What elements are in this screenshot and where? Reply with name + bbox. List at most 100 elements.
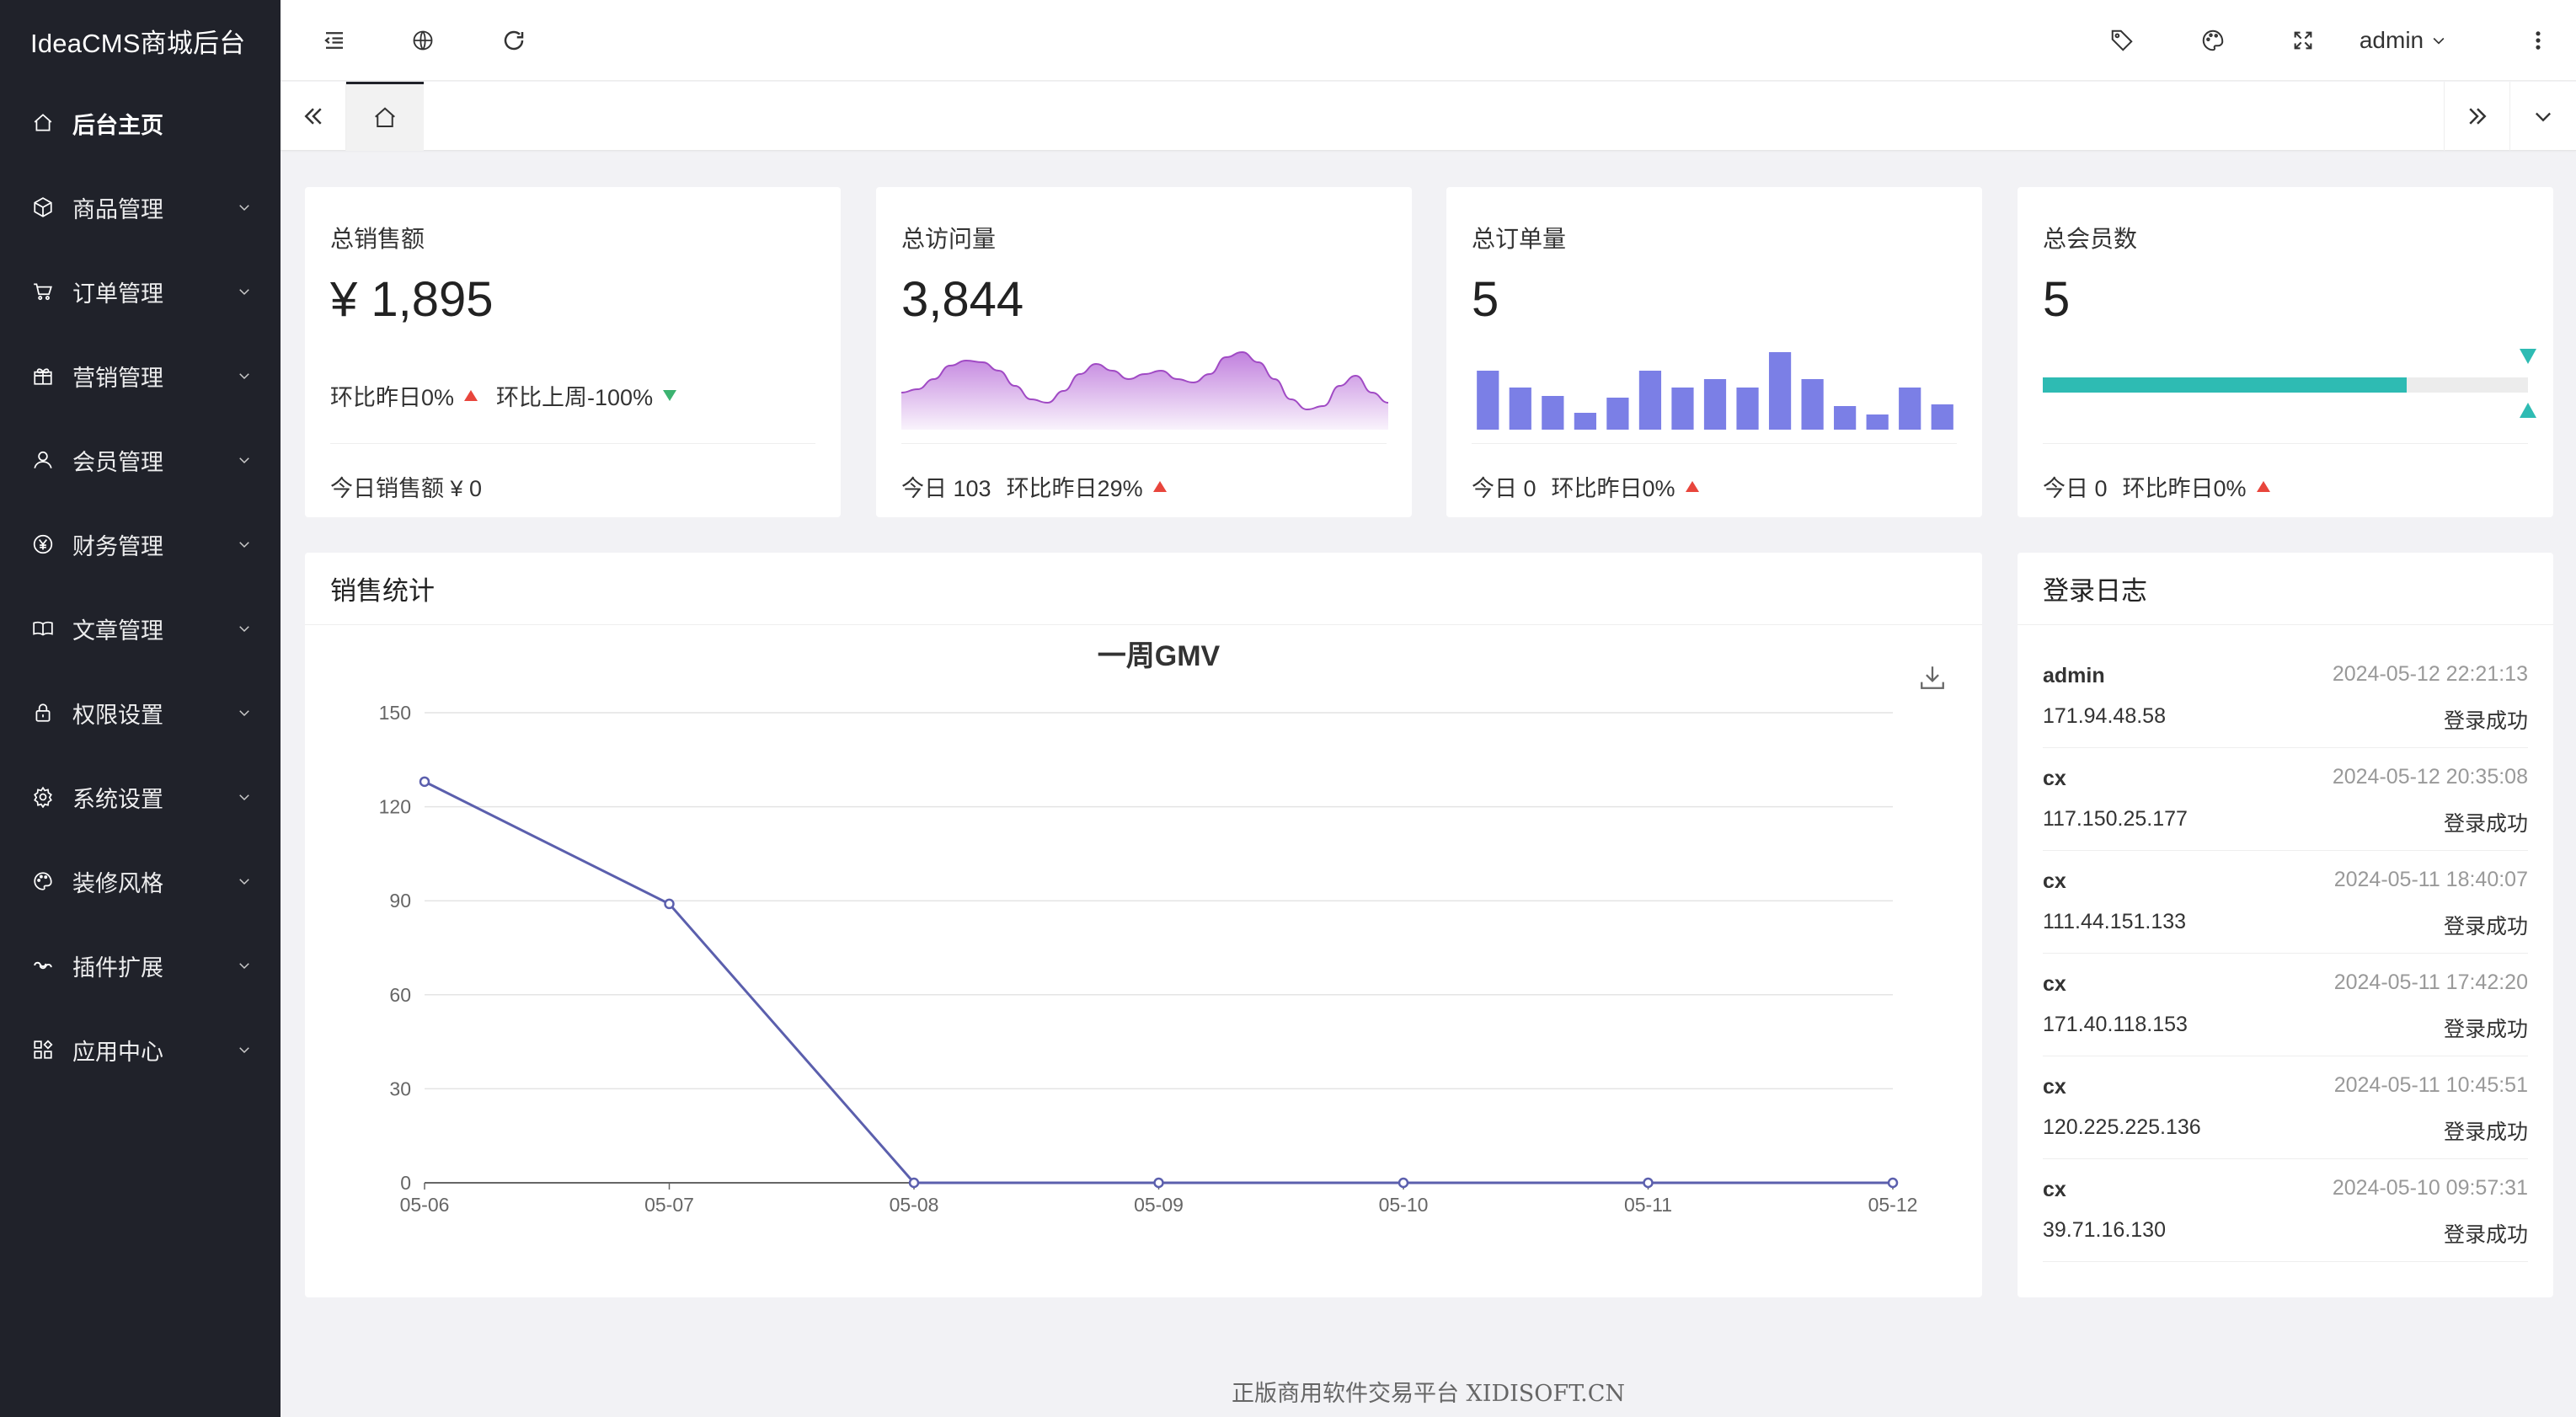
sidebar-item-label: 文章管理 [72, 618, 163, 644]
chevron-down-icon [239, 963, 249, 970]
sidebar-item-label: 会员管理 [72, 449, 163, 475]
sidebar: IdeaCMS商城后台 后台主页 商品管理 订单管理 营销管理 会员管理 财务管… [0, 0, 281, 1417]
sidebar-item-home[interactable]: 后台主页 [0, 81, 281, 165]
x-tick-label: 05-07 [644, 1194, 694, 1216]
sidebar-item-marketing[interactable]: 营销管理 [0, 334, 281, 418]
total-members-card: 总会员数 5 今日 0 环比昨日0% [2018, 187, 2553, 517]
refresh-icon [504, 30, 524, 51]
orders-bar [1638, 371, 1662, 430]
log-ip: 39.71.16.130 [2043, 1218, 2166, 1242]
sidebar-item-label: 插件扩展 [72, 954, 163, 981]
orders-bar [1574, 413, 1596, 430]
orders-bar [1606, 398, 1629, 430]
log-time: 2024-05-12 20:35:08 [2332, 765, 2528, 789]
sidebar-item-theme[interactable]: 装修风格 [0, 839, 281, 923]
sidebar-item-finance[interactable]: 财务管理 [0, 502, 281, 586]
log-status: 登录成功 [2443, 915, 2528, 938]
y-tick-label: 90 [389, 890, 411, 912]
log-entry: cx 2024-05-10 09:57:31 39.71.16.130 登录成功 [2043, 1159, 2528, 1262]
sidebar-item-label: 装修风格 [72, 870, 163, 896]
cart-icon [30, 279, 56, 304]
link-icon [30, 953, 56, 978]
log-status: 登录成功 [2443, 812, 2528, 836]
log-entry: cx 2024-05-11 18:40:07 111.44.151.133 登录成功 [2043, 851, 2528, 954]
tag-icon [2111, 29, 2133, 51]
tab-home[interactable] [346, 82, 424, 151]
chevron-down-icon [239, 373, 249, 380]
chevron-down-icon [2433, 37, 2445, 45]
website-button[interactable] [399, 0, 446, 81]
card-value: ¥ 1,895 [330, 272, 494, 327]
palette-icon [30, 869, 56, 894]
card-footer: 今日 0 环比昨日0% [1472, 470, 1706, 503]
home-icon [375, 106, 395, 127]
sparkline-area [901, 352, 1388, 430]
log-entry: cx 2024-05-12 20:35:08 117.150.25.177 登录成功 [2043, 748, 2528, 851]
orders-bar [1736, 388, 1759, 430]
sidebar-item-label: 商品管理 [72, 196, 163, 222]
sidebar-item-orders[interactable]: 订单管理 [0, 249, 281, 334]
tabs-scroll-right-button[interactable] [2444, 82, 2509, 151]
app-title[interactable]: IdeaCMS商城后台 [30, 28, 246, 58]
card-footer: 今日 103 环比昨日29% [901, 470, 1173, 503]
lock-icon [30, 700, 56, 725]
today-members: 今日 0 [2043, 476, 2108, 501]
sidebar-item-apps[interactable]: 应用中心 [0, 1008, 281, 1092]
log-status: 登录成功 [2443, 1018, 2528, 1041]
gift-icon [30, 363, 56, 388]
sparkline-line [901, 350, 1388, 411]
sidebar-item-permissions[interactable]: 权限设置 [0, 671, 281, 755]
book-icon [30, 616, 56, 641]
log-username: cx [2043, 767, 2066, 790]
log-username: cx [2043, 1178, 2066, 1201]
sidebar-item-plugins[interactable]: 插件扩展 [0, 923, 281, 1008]
card-title: 总销售额 [330, 226, 425, 252]
log-username: cx [2043, 1075, 2066, 1099]
sidebar-item-label: 营销管理 [72, 365, 163, 391]
series-line [424, 780, 1893, 1184]
sales-stats-panel: 销售统计 一周GMV 0 30 60 90 120 150 05-06 05-07 05-08 05… [305, 553, 1982, 1297]
chevron-down-icon [239, 457, 249, 464]
fullscreen-button[interactable] [2279, 0, 2327, 81]
orders-bar [1899, 388, 1921, 430]
more-vertical-icon [2536, 31, 2541, 50]
sidebar-item-members[interactable]: 会员管理 [0, 418, 281, 502]
members-compare: 环比昨日0% [2122, 476, 2247, 501]
sidebar-item-system[interactable]: 系统设置 [0, 755, 281, 839]
fullscreen-icon [2294, 31, 2312, 50]
members-progress-fill [2043, 377, 2407, 393]
y-tick-label: 60 [389, 984, 411, 1006]
total-sales-card: 总销售额 ¥ 1,895 环比昨日0% 环比上周-100% 今日销售额 ¥ 0 [305, 187, 841, 517]
tabs-dropdown-button[interactable] [2509, 82, 2576, 151]
marker-down-icon [2520, 349, 2536, 364]
download-chart-button[interactable] [1916, 660, 1949, 694]
gear-icon [30, 784, 56, 810]
chevron-down-icon [239, 626, 249, 633]
orders-bar [1768, 352, 1792, 430]
user-icon [30, 447, 56, 473]
log-ip: 171.94.48.58 [2043, 704, 2166, 728]
palette-icon [2202, 29, 2224, 51]
data-point [1643, 1177, 1654, 1189]
orders-bar [1671, 388, 1694, 430]
log-entry: admin 2024-05-12 22:21:13 171.94.48.58 登录成功 [2043, 645, 2528, 748]
theme-button[interactable] [2189, 0, 2237, 81]
log-ip: 171.40.118.153 [2043, 1013, 2188, 1036]
log-status: 登录成功 [2443, 1120, 2528, 1144]
sidebar-item-products[interactable]: 商品管理 [0, 165, 281, 249]
user-menu[interactable]: admin [2353, 0, 2454, 81]
double-chevron-right-icon [2468, 108, 2487, 125]
y-tick-label: 0 [400, 1172, 411, 1194]
sidebar-item-articles[interactable]: 文章管理 [0, 586, 281, 671]
sidebar-item-label: 后台主页 [72, 112, 163, 138]
chevron-down-icon [239, 205, 249, 211]
tabs-scroll-left-button[interactable] [281, 82, 346, 151]
collapse-sidebar-button[interactable] [311, 0, 358, 81]
refresh-button[interactable] [490, 0, 537, 81]
x-tick-label: 05-11 [1624, 1194, 1672, 1216]
card-footer: 今日销售额 ¥ 0 [330, 476, 483, 501]
card-title: 总会员数 [2043, 226, 2138, 252]
tag-button[interactable] [2098, 0, 2146, 81]
x-tick-label: 05-12 [1868, 1194, 1918, 1216]
more-button[interactable] [2521, 0, 2555, 81]
